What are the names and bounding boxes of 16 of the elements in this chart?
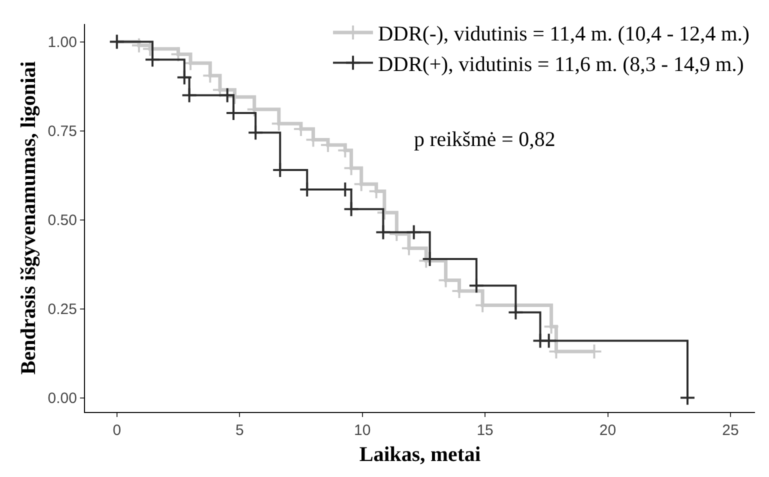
y-tick-label: 0.00 xyxy=(48,390,77,408)
annotation: p reikšmė = 0,82 xyxy=(414,127,556,151)
y-tick-label: 0.75 xyxy=(48,123,77,140)
x-tick-label: 0 xyxy=(112,422,122,439)
legend-label: DDR(+), vidutinis = 11,6 m. (8,3 - 14,9 m.) xyxy=(378,52,744,76)
x-tick-label: 5 xyxy=(235,422,244,439)
x-tick-label: 25 xyxy=(722,422,739,439)
x-tick-label: 15 xyxy=(476,422,494,439)
y-tick-label: 0.50 xyxy=(48,212,77,230)
x-tick-label: 20 xyxy=(599,422,616,439)
y-tick-label: 0.25 xyxy=(48,301,77,318)
y-axis-title: Bendrasis išgyvenamumas, ligoniai xyxy=(16,61,40,375)
legend-label: DDR(-), vidutinis = 11,4 m. (10,4 - 12,4 m.) xyxy=(378,22,750,46)
y-tick-label: 1.00 xyxy=(48,34,77,52)
x-axis-title: Laikas, metai xyxy=(359,442,481,466)
x-tick-label: 10 xyxy=(354,422,371,439)
